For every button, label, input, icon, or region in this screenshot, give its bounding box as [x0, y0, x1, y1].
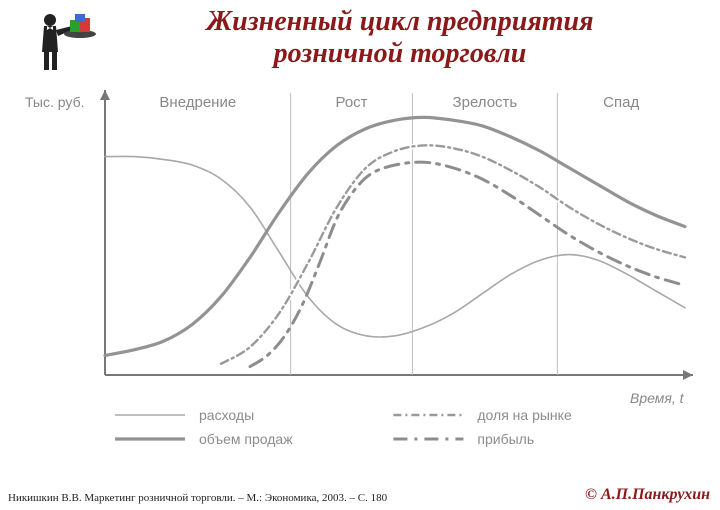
svg-text:Спад: Спад: [603, 94, 639, 111]
svg-text:доля на рынке: доля на рынке: [477, 407, 572, 423]
svg-text:объем продаж: объем продаж: [199, 431, 293, 447]
svg-text:Зрелость: Зрелость: [453, 94, 518, 111]
title-line1: Жизненный цикл предприятия: [120, 6, 680, 38]
svg-text:Рост: Рост: [335, 94, 367, 111]
svg-text:расходы: расходы: [199, 407, 254, 423]
citation: Никишкин В.В. Маркетинг розничной торгов…: [8, 492, 387, 504]
copyright: © А.П.Панкрухин: [585, 486, 710, 504]
slide: Жизненный цикл предприятия розничной тор…: [0, 0, 720, 510]
page-title: Жизненный цикл предприятия розничной тор…: [120, 6, 680, 70]
svg-text:Внедрение: Внедрение: [159, 94, 236, 111]
title-line2: розничной торговли: [120, 38, 680, 70]
lifecycle-chart: Тыс. руб. Время, t Внедрение Рост Зрелость Сп…: [10, 85, 710, 465]
logo: [14, 8, 104, 78]
svg-text:Время, t: Время, t: [630, 390, 685, 406]
svg-text:прибыль: прибыль: [477, 431, 534, 447]
svg-text:Тыс. руб.: Тыс. руб.: [25, 94, 84, 110]
